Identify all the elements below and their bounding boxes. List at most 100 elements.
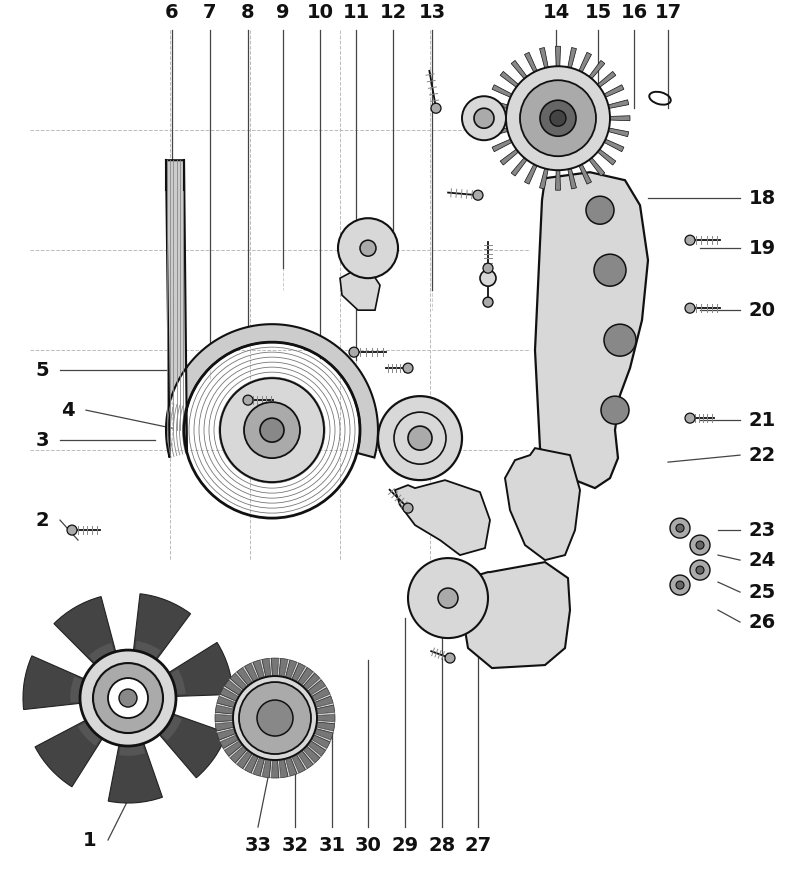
Wedge shape [217, 696, 275, 718]
Polygon shape [395, 480, 490, 555]
Wedge shape [35, 698, 128, 787]
Wedge shape [78, 698, 128, 746]
Wedge shape [223, 685, 275, 718]
Wedge shape [275, 718, 331, 742]
Wedge shape [70, 677, 128, 702]
Polygon shape [505, 448, 580, 560]
Wedge shape [260, 659, 275, 718]
Text: 24: 24 [748, 550, 776, 569]
Text: 3: 3 [35, 431, 49, 450]
Circle shape [349, 347, 359, 358]
Wedge shape [275, 663, 306, 718]
Wedge shape [275, 718, 290, 777]
Text: 28: 28 [428, 835, 456, 855]
Wedge shape [558, 119, 591, 184]
Wedge shape [275, 696, 333, 718]
Polygon shape [166, 160, 378, 458]
Text: 29: 29 [391, 835, 418, 855]
Text: 4: 4 [61, 400, 75, 419]
Text: 16: 16 [620, 3, 648, 22]
Wedge shape [558, 119, 629, 137]
Wedge shape [217, 718, 275, 733]
Wedge shape [275, 688, 330, 718]
Circle shape [243, 395, 253, 405]
Wedge shape [223, 718, 275, 750]
Circle shape [260, 419, 284, 442]
Wedge shape [275, 658, 281, 718]
Wedge shape [270, 658, 275, 718]
Wedge shape [229, 678, 275, 718]
Wedge shape [108, 698, 162, 803]
Wedge shape [275, 694, 331, 718]
Text: 25: 25 [748, 582, 776, 602]
Wedge shape [270, 718, 275, 778]
Wedge shape [251, 662, 275, 718]
Text: 31: 31 [318, 835, 346, 855]
Wedge shape [215, 714, 275, 722]
Wedge shape [275, 718, 330, 748]
Wedge shape [275, 718, 326, 750]
Wedge shape [558, 48, 577, 119]
Text: 10: 10 [306, 3, 334, 22]
Wedge shape [500, 72, 558, 119]
Wedge shape [558, 99, 629, 119]
Wedge shape [217, 703, 275, 718]
Circle shape [685, 303, 695, 313]
Wedge shape [220, 688, 275, 718]
Text: 23: 23 [749, 521, 775, 540]
Wedge shape [275, 718, 314, 765]
Wedge shape [275, 703, 334, 718]
Wedge shape [558, 52, 591, 119]
Circle shape [438, 588, 458, 608]
Text: 26: 26 [748, 612, 776, 631]
Wedge shape [224, 718, 275, 756]
Wedge shape [217, 718, 275, 740]
Circle shape [462, 96, 506, 140]
Circle shape [604, 324, 636, 356]
Wedge shape [23, 656, 128, 710]
Wedge shape [275, 659, 290, 718]
Circle shape [670, 576, 690, 595]
Wedge shape [275, 666, 307, 718]
Wedge shape [275, 718, 335, 724]
Wedge shape [275, 718, 306, 773]
Wedge shape [229, 718, 275, 758]
Text: 17: 17 [654, 3, 682, 22]
Wedge shape [275, 678, 322, 718]
Circle shape [338, 218, 398, 278]
Wedge shape [262, 658, 275, 718]
Wedge shape [525, 119, 558, 184]
Wedge shape [275, 718, 333, 740]
Wedge shape [275, 718, 297, 776]
Wedge shape [275, 718, 299, 773]
Wedge shape [219, 718, 275, 742]
Circle shape [408, 558, 488, 638]
Wedge shape [500, 119, 558, 165]
Circle shape [685, 413, 695, 423]
Wedge shape [525, 52, 558, 119]
Circle shape [445, 653, 455, 663]
Wedge shape [271, 718, 278, 778]
Wedge shape [275, 705, 334, 718]
Wedge shape [558, 119, 624, 152]
Circle shape [360, 240, 376, 256]
Wedge shape [539, 48, 558, 119]
Wedge shape [230, 718, 275, 763]
Wedge shape [487, 119, 558, 137]
Wedge shape [511, 119, 558, 176]
Wedge shape [275, 718, 320, 763]
Wedge shape [275, 671, 314, 718]
Wedge shape [275, 658, 288, 718]
Wedge shape [119, 698, 145, 756]
Wedge shape [555, 119, 561, 190]
Wedge shape [558, 116, 630, 120]
Wedge shape [251, 718, 275, 773]
Wedge shape [215, 712, 275, 718]
Circle shape [676, 524, 684, 532]
Wedge shape [558, 119, 605, 176]
Circle shape [690, 560, 710, 580]
Wedge shape [128, 698, 227, 778]
Text: 5: 5 [35, 361, 49, 379]
Circle shape [473, 190, 483, 201]
Wedge shape [128, 669, 186, 698]
